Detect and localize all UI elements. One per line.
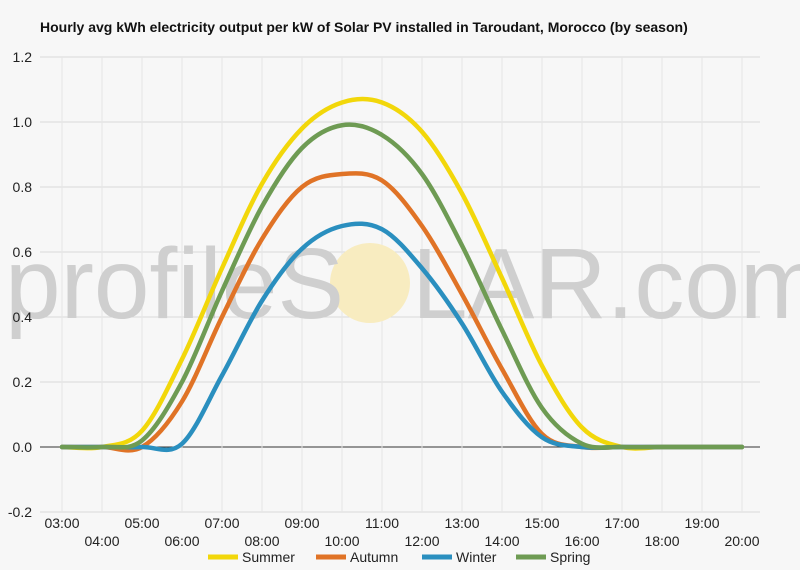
x-tick-label: 19:00 (684, 515, 719, 531)
y-axis-ticks: -0.2 0.0 0.2 0.4 0.6 0.8 1.0 1.2 (8, 49, 32, 520)
series-line-spring (59, 122, 745, 450)
x-tick-label: 16:00 (564, 533, 599, 549)
x-axis-ticks: 03:00 04:00 05:00 06:00 07:00 08:00 09:00 10:00… (44, 515, 759, 549)
y-tick-label: 1.2 (13, 49, 33, 65)
x-tick-label: 14:00 (484, 533, 519, 549)
x-tick-label: 10:00 (324, 533, 359, 549)
x-tick-label: 05:00 (124, 515, 159, 531)
x-tick-label: 12:00 (404, 533, 439, 549)
y-tick-label: -0.2 (8, 504, 32, 520)
x-tick-label: 09:00 (284, 515, 319, 531)
x-tick-label: 15:00 (524, 515, 559, 531)
x-tick-label: 03:00 (44, 515, 79, 531)
y-tick-label: 1.0 (13, 114, 33, 130)
x-tick-label: 11:00 (365, 515, 399, 531)
y-tick-label: 0.6 (13, 244, 33, 260)
y-tick-label: 0.8 (13, 179, 33, 195)
y-tick-label: 0.4 (13, 309, 33, 325)
x-tick-label: 04:00 (84, 533, 119, 549)
legend-label-winter: Winter (456, 549, 497, 565)
watermark-sun (330, 243, 410, 323)
x-tick-label: 08:00 (244, 533, 279, 549)
y-tick-label: 0.0 (13, 439, 33, 455)
y-tick-label: 0.2 (13, 374, 33, 390)
x-tick-label: 13:00 (444, 515, 479, 531)
series-layer (59, 96, 745, 453)
x-tick-label: 18:00 (644, 533, 679, 549)
legend: Summer Autumn Winter Spring (208, 549, 590, 565)
legend-label-spring: Spring (550, 549, 590, 565)
x-tick-label: 17:00 (604, 515, 639, 531)
x-tick-label: 06:00 (164, 533, 199, 549)
x-tick-label: 20:00 (724, 533, 759, 549)
watermark-text-right: LAR.com (412, 228, 800, 340)
x-tick-label: 07:00 (204, 515, 239, 531)
watermark-text-left: profileS (5, 228, 344, 340)
legend-label-summer: Summer (242, 549, 295, 565)
legend-label-autumn: Autumn (350, 549, 398, 565)
grid-layer (40, 56, 760, 513)
chart-title: Hourly avg kWh electricity output per kW… (40, 19, 688, 35)
